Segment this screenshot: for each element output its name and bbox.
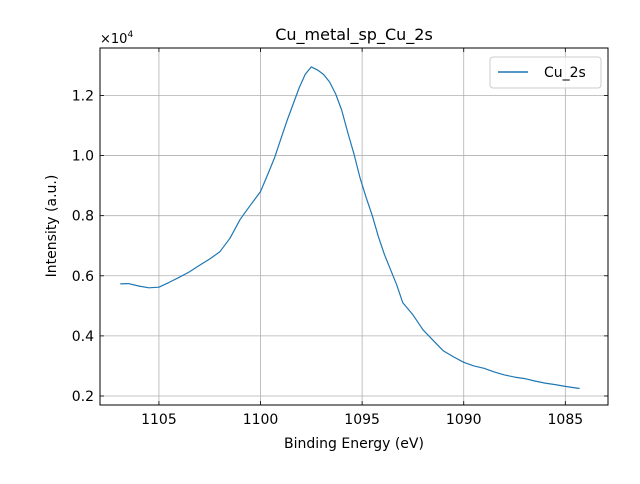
grid <box>100 48 608 405</box>
y-axis-label: Intensity (a.u.) <box>44 175 60 278</box>
chart-title: Cu_metal_sp_Cu_2s <box>275 25 433 45</box>
legend: Cu_2s <box>489 56 602 89</box>
y-axis-ticks: 0.2 0.4 0.6 0.8 1.0 1.2 <box>72 88 608 405</box>
y-scale-offset: ×104 <box>100 30 133 47</box>
x-axis-ticks: 1105 1100 1095 1090 1085 <box>141 48 583 428</box>
legend-label-cu-2s: Cu_2s <box>544 65 586 81</box>
y-tick-label: 0.8 <box>72 209 94 225</box>
x-tick-label: 1095 <box>344 412 380 428</box>
x-tick-label: 1105 <box>141 412 177 428</box>
y-tick-label: 0.4 <box>72 329 94 345</box>
y-tick-label: 0.6 <box>72 269 94 285</box>
y-tick-label: 1.2 <box>72 88 94 104</box>
x-tick-label: 1090 <box>446 412 482 428</box>
x-tick-label: 1100 <box>243 412 279 428</box>
y-tick-label: 1.0 <box>72 149 94 165</box>
series-line-cu-2s <box>120 66 580 390</box>
legend-box <box>489 56 602 89</box>
series-layer <box>120 66 580 390</box>
y-tick-label: 0.2 <box>72 389 94 405</box>
x-tick-label: 1085 <box>548 412 584 428</box>
x-axis-label: Binding Energy (eV) <box>284 436 424 452</box>
plot-frame <box>99 47 609 406</box>
